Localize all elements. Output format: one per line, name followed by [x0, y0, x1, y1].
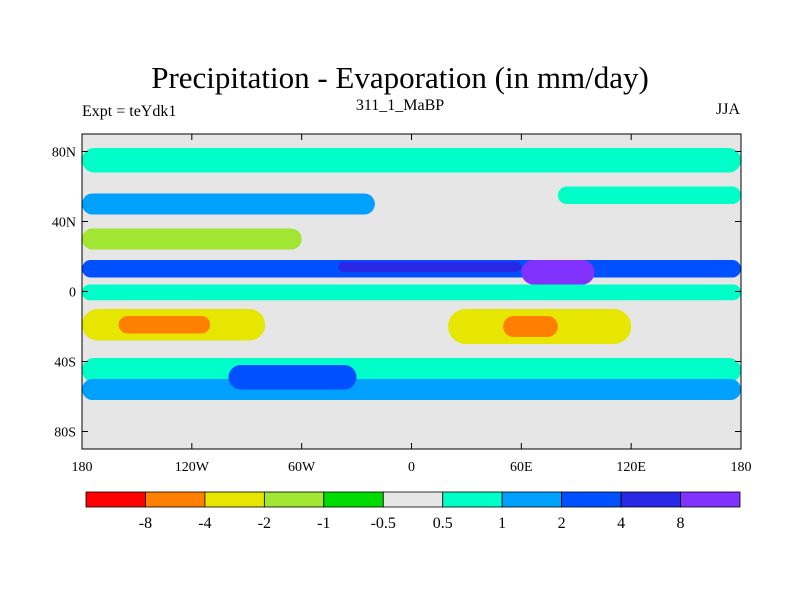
colorbar: -8 -4 -2 -1 -0.5 0.5 1 2 4 8 — [85, 491, 741, 532]
field-band — [82, 358, 741, 383]
field-band — [82, 193, 375, 215]
x-tick-label: 180 — [731, 460, 752, 475]
colorbar-swatch — [263, 491, 325, 508]
x-tick-label: 60W — [288, 460, 316, 475]
field-band — [82, 379, 741, 400]
colorbar-label: 4 — [617, 515, 625, 532]
y-tick-label: 0 — [69, 286, 76, 301]
chart-title: Precipitation - Evaporation (in mm/day) — [151, 60, 649, 95]
colorbar-swatch — [501, 491, 563, 508]
period-label: 311_1_MaBP — [355, 97, 445, 114]
colorbar-label: 0.5 — [433, 515, 453, 532]
x-tick-label: 0 — [408, 460, 415, 475]
colorbar-label: -1 — [317, 515, 330, 532]
field-band — [338, 261, 522, 273]
experiment-label: Expt = teYdk1 — [82, 103, 177, 120]
y-tick-label: 40N — [52, 216, 76, 231]
colorbar-label: 2 — [558, 515, 566, 532]
field-band — [82, 284, 741, 301]
colorbar-swatch — [620, 491, 681, 508]
colorbar-swatch — [323, 491, 384, 508]
field-band — [228, 365, 357, 390]
colorbar-swatch — [680, 491, 741, 508]
colorbar-label: -4 — [198, 515, 211, 532]
colorbar-swatch — [442, 491, 503, 508]
field-band — [82, 228, 302, 250]
field-band — [118, 316, 211, 334]
x-tick-label: 60E — [510, 460, 533, 475]
field-band — [557, 186, 741, 204]
x-tick-label: 120W — [175, 460, 210, 475]
field-band — [503, 316, 558, 337]
field-band — [521, 260, 595, 285]
colorbar-label: 8 — [677, 515, 685, 532]
colorbar-label: -2 — [258, 515, 271, 532]
field-band — [82, 148, 741, 173]
y-tick-label: 80N — [52, 146, 76, 161]
x-tick-label: 180 — [72, 460, 93, 475]
x-tick-label: 120E — [616, 460, 646, 475]
colorbar-swatch — [204, 491, 265, 508]
colorbar-label: 1 — [498, 515, 506, 532]
colorbar-swatch — [145, 491, 206, 508]
colorbar-label: -0.5 — [371, 515, 396, 532]
colorbar-swatch — [561, 491, 622, 508]
y-tick-label: 40S — [54, 356, 76, 371]
y-tick-label: 80S — [54, 426, 76, 441]
colorbar-label: -8 — [139, 515, 152, 532]
colorbar-swatch — [85, 491, 146, 508]
map-axes: 180 120W 60W 0 60E 120E 180 80N 40N 0 40S 80S — [52, 133, 752, 475]
colorbar-swatch — [382, 491, 444, 508]
season-label: JJA — [715, 101, 740, 118]
map-plot-area — [82, 134, 741, 449]
